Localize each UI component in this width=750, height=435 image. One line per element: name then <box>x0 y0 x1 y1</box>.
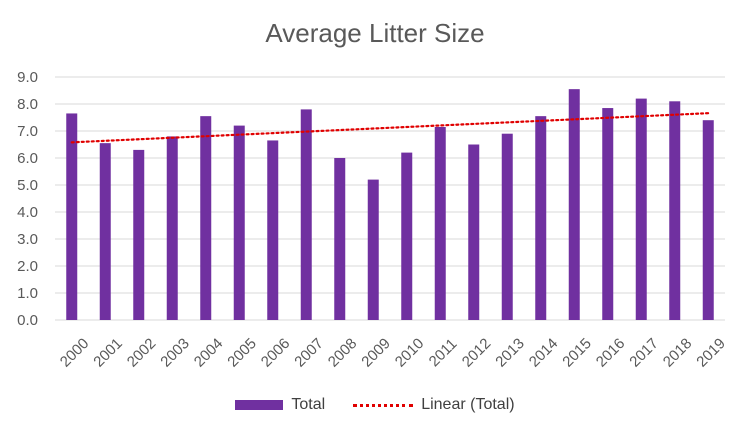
y-tick-label: 7.0 <box>17 123 38 140</box>
legend-label-linear: Linear (Total) <box>421 396 515 413</box>
chart-legend: Total Linear (Total) <box>0 396 750 414</box>
bar <box>501 133 513 320</box>
x-tick-label: 2017 <box>626 335 662 371</box>
x-tick-label: 2009 <box>358 335 394 371</box>
x-tick-label: 2003 <box>157 335 193 371</box>
y-tick-label: 4.0 <box>17 204 38 221</box>
x-tick-label: 2010 <box>392 335 428 371</box>
bar <box>568 89 580 321</box>
bar <box>401 152 413 320</box>
bar <box>367 179 379 320</box>
x-tick-label: 2005 <box>224 335 260 371</box>
x-tick-label: 2008 <box>325 335 361 371</box>
y-tick-label: 1.0 <box>17 285 38 302</box>
chart-title: Average Litter Size <box>265 18 485 48</box>
y-tick-label: 3.0 <box>17 231 38 248</box>
y-tick-label: 0.0 <box>17 312 38 329</box>
bar <box>702 120 714 320</box>
y-tick-label: 6.0 <box>17 150 38 167</box>
bar <box>602 108 614 320</box>
x-tick-label: 2018 <box>660 335 696 371</box>
x-tick-label: 2002 <box>124 335 160 371</box>
bar <box>133 149 145 320</box>
legend-item-linear: Linear (Total) <box>353 396 515 414</box>
trendline <box>70 112 710 144</box>
legend-label-total: Total <box>291 396 326 413</box>
x-tick-label: 2000 <box>57 335 93 371</box>
legend-swatch-linear <box>353 403 414 407</box>
y-tick-label: 8.0 <box>17 96 38 113</box>
y-tick-label: 5.0 <box>17 177 38 194</box>
x-tick-label: 2001 <box>90 335 126 371</box>
x-tick-label: 2013 <box>492 335 528 371</box>
x-tick-label: 2019 <box>693 335 729 371</box>
bar <box>233 125 245 320</box>
x-tick-label: 2006 <box>258 335 294 371</box>
bar <box>300 109 312 321</box>
x-tick-label: 2012 <box>459 335 495 371</box>
bar <box>267 140 279 320</box>
bar <box>166 136 178 320</box>
x-tick-label: 2011 <box>426 335 461 370</box>
bar <box>66 113 78 320</box>
bar <box>635 98 647 320</box>
legend-swatch-total <box>235 400 284 410</box>
bar <box>99 143 111 320</box>
bar <box>468 144 480 320</box>
x-tick-label: 2015 <box>559 335 595 371</box>
bar <box>334 158 346 320</box>
bar <box>434 126 446 320</box>
bar <box>669 101 681 320</box>
x-tick-label: 2004 <box>191 335 227 371</box>
x-tick-label: 2007 <box>291 335 327 371</box>
y-tick-label: 9.0 <box>17 69 38 86</box>
bar <box>200 116 212 321</box>
x-tick-label: 2016 <box>593 335 629 371</box>
bar <box>535 116 547 321</box>
x-tick-label: 2014 <box>526 335 562 371</box>
y-tick-label: 2.0 <box>17 258 38 275</box>
legend-item-total: Total <box>235 396 325 414</box>
